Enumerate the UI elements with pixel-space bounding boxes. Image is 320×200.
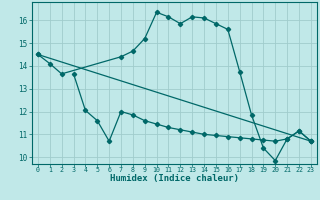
- X-axis label: Humidex (Indice chaleur): Humidex (Indice chaleur): [110, 174, 239, 183]
